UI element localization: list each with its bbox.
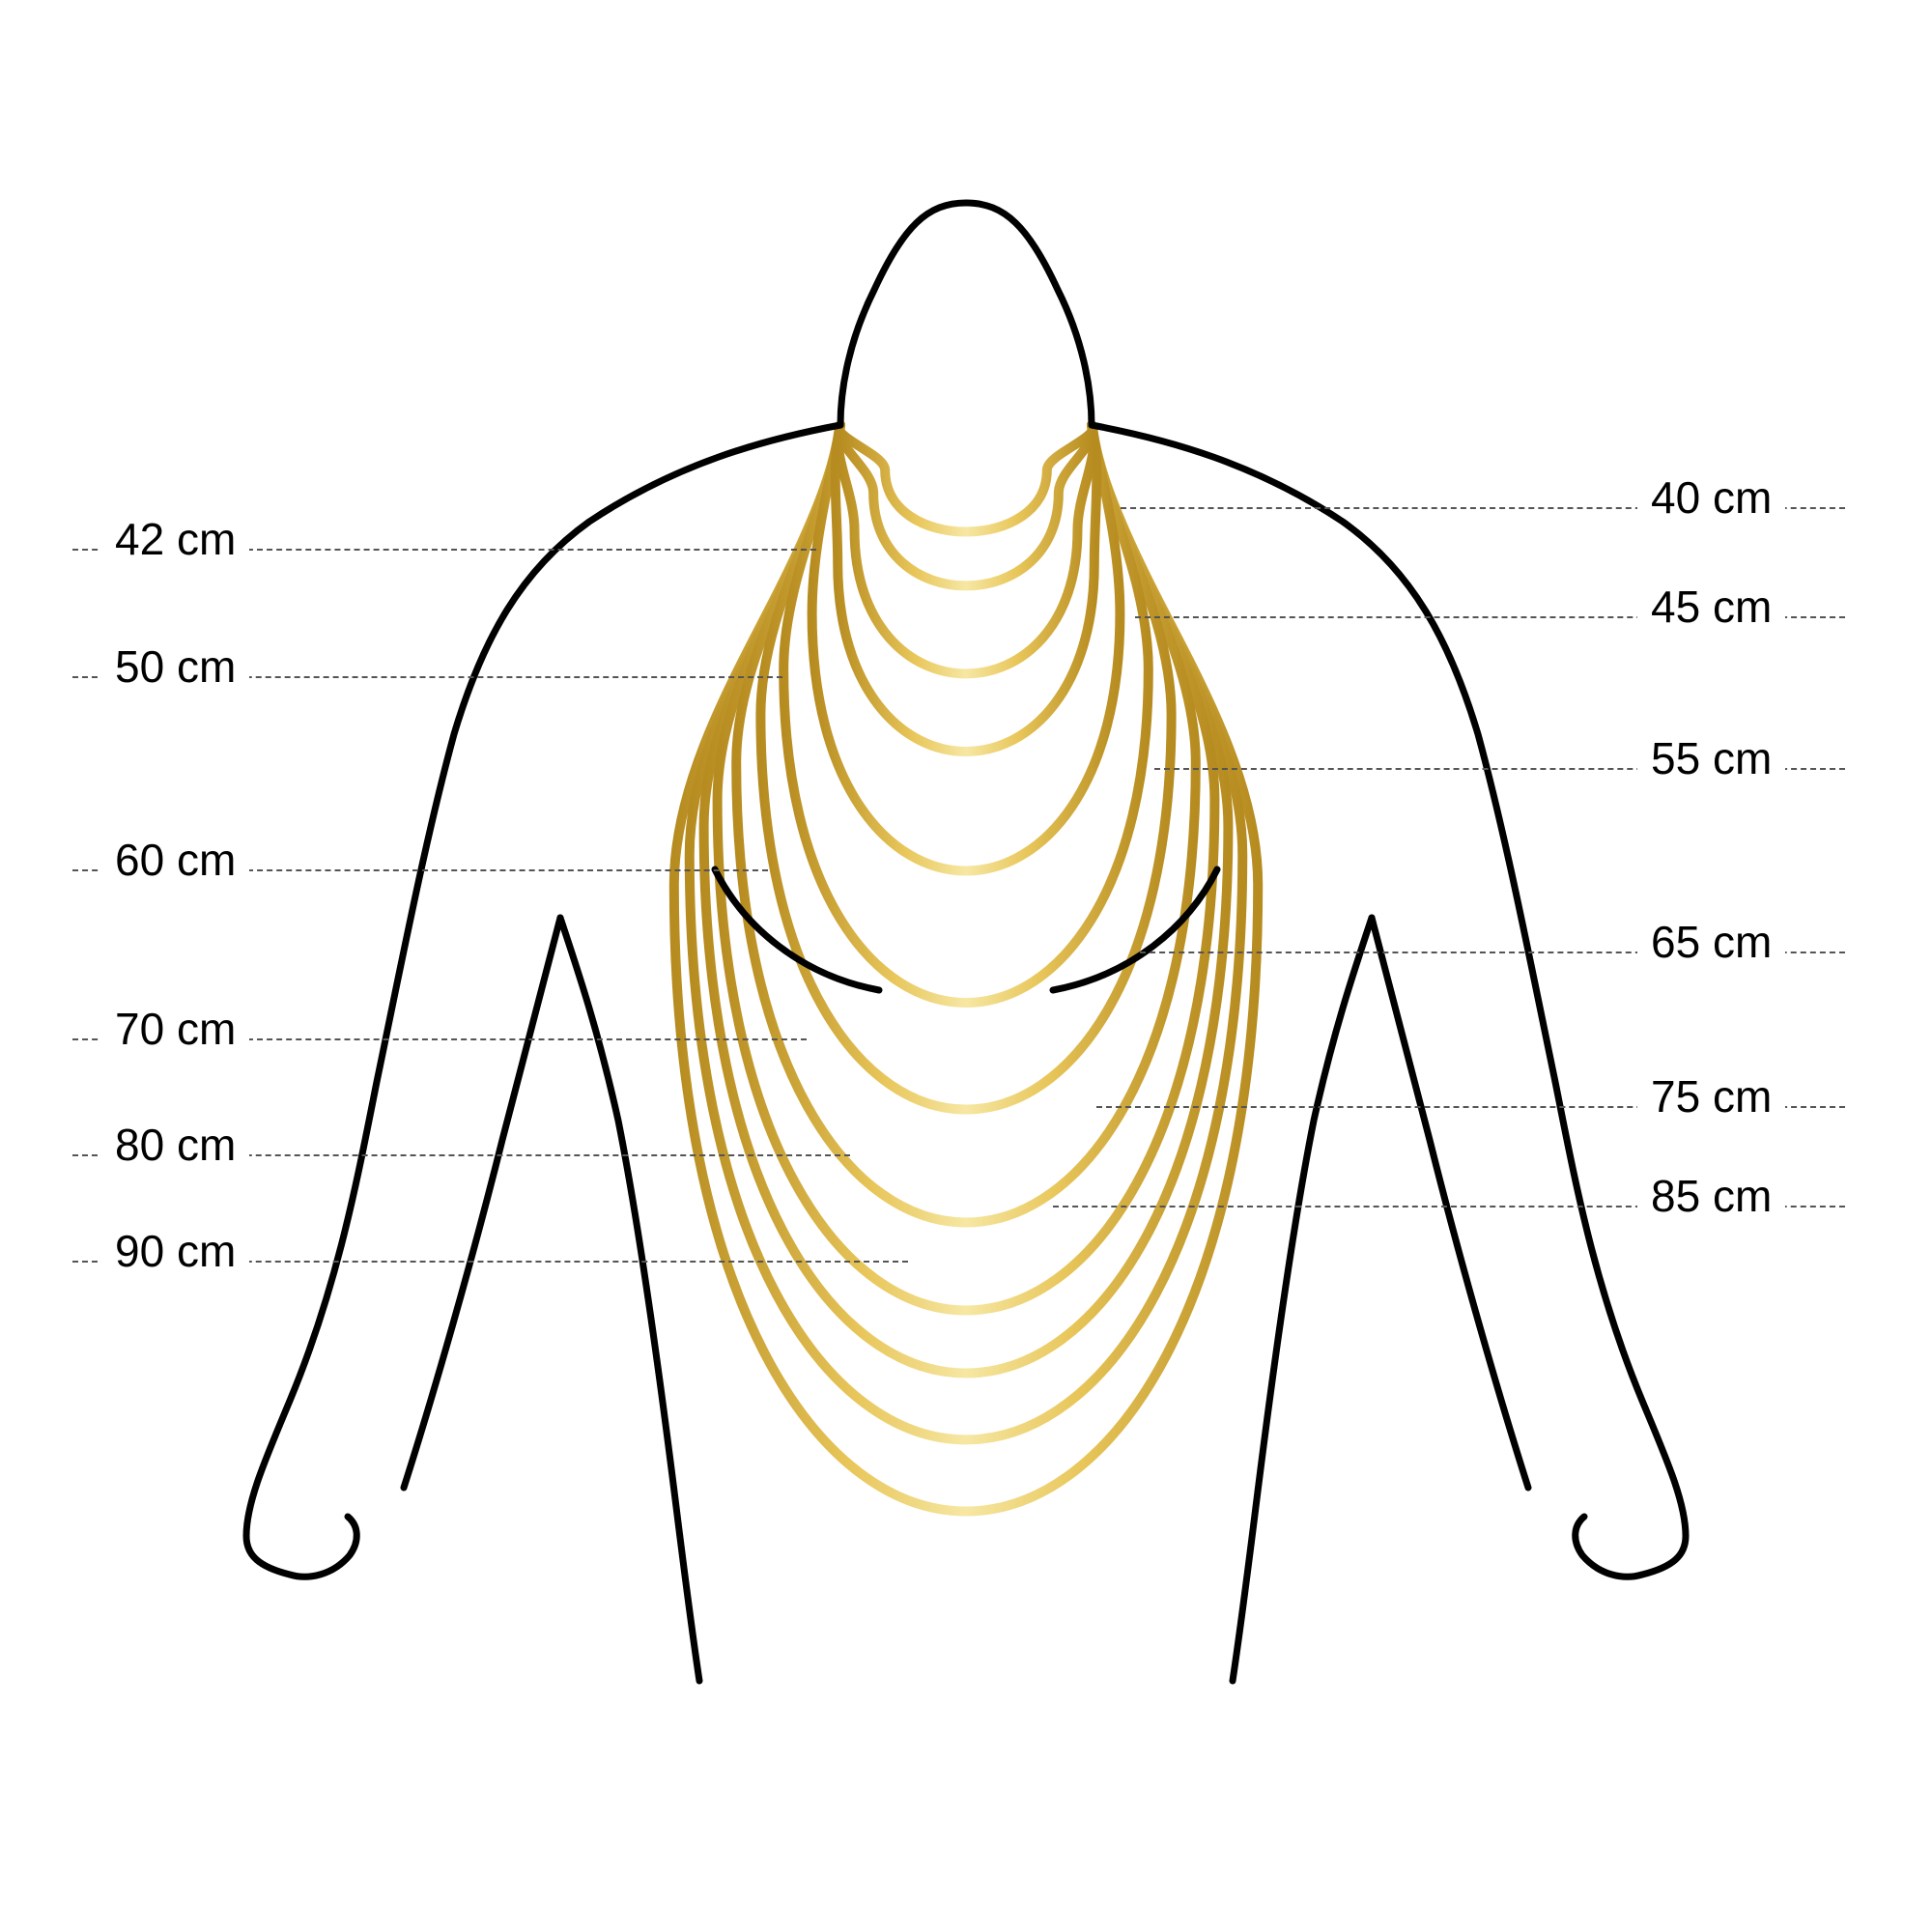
label-left-42cm: 42 cm xyxy=(101,517,249,561)
body-outline xyxy=(246,203,1686,1681)
label-right-65cm: 65 cm xyxy=(1637,920,1785,964)
label-right-40cm: 40 cm xyxy=(1637,475,1785,520)
necklace-55cm xyxy=(812,425,1121,871)
label-left-60cm: 60 cm xyxy=(101,838,249,882)
label-left-50cm: 50 cm xyxy=(101,644,249,689)
label-right-55cm: 55 cm xyxy=(1637,736,1785,781)
figure-svg xyxy=(0,0,1932,1932)
label-left-70cm: 70 cm xyxy=(101,1007,249,1051)
label-right-85cm: 85 cm xyxy=(1637,1174,1785,1218)
necklace-42cm xyxy=(839,425,1094,585)
necklace-85cm xyxy=(690,425,1242,1439)
necklace-size-diagram: 42 cm 50 cm 60 cm 70 cm 80 cm 90 cm 40 cm 45 cm… xyxy=(0,0,1932,1932)
label-right-45cm: 45 cm xyxy=(1637,584,1785,629)
label-left-80cm: 80 cm xyxy=(101,1122,249,1167)
label-right-75cm: 75 cm xyxy=(1637,1074,1785,1119)
label-left-90cm: 90 cm xyxy=(101,1229,249,1273)
necklaces-group xyxy=(674,425,1258,1512)
